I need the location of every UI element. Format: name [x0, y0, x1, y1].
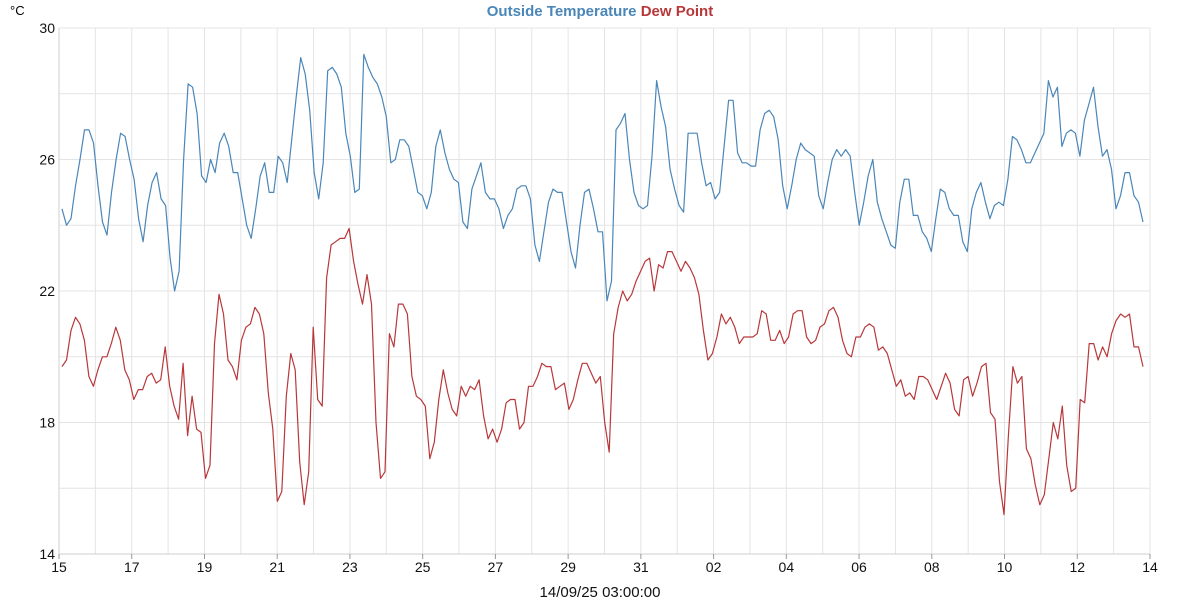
x-tick-label: 06: [851, 559, 867, 575]
x-tick-label: 29: [560, 559, 576, 575]
series-line-dew-point: [61, 227, 1144, 516]
y-tick-label: 18: [39, 415, 55, 431]
x-tick-label: 10: [997, 559, 1013, 575]
x-tick-label: 02: [706, 559, 722, 575]
x-tick-label: 12: [1069, 559, 1085, 575]
y-tick-label: 30: [39, 20, 55, 36]
x-tick-label: 25: [415, 559, 431, 575]
y-tick-label: 22: [39, 283, 55, 299]
y-axis-ticks: 30 26 22 18 14: [39, 20, 55, 562]
legend-dew-point: Dew Point: [640, 3, 714, 20]
grid: [58, 27, 1151, 555]
y-axis-unit: °C: [10, 3, 25, 18]
y-tick-label: 14: [39, 546, 55, 562]
x-tick-label: 04: [779, 559, 795, 575]
series-line-outside-temperature: [61, 53, 1144, 302]
x-tick-label: 27: [488, 559, 504, 575]
x-tick-label: 17: [124, 559, 140, 575]
chart-title: Outside Temperature Dew Point: [0, 3, 1200, 20]
x-tick-label: 23: [342, 559, 358, 575]
series-lines: [61, 53, 1144, 516]
x-tick-label: 21: [269, 559, 285, 575]
legend-outside-temperature: Outside Temperature: [486, 3, 637, 20]
x-axis-ticks: 15 17 19 21 23 25 27 29 31 02 04 06 08 10 12 14: [51, 554, 1158, 575]
x-tick-label: 31: [633, 559, 649, 575]
x-axis-label: 14/09/25 03:00:00: [539, 584, 661, 601]
x-tick-label: 08: [924, 559, 940, 575]
x-tick-label: 19: [197, 559, 213, 575]
y-tick-label: 26: [39, 152, 55, 168]
x-tick-label: 15: [51, 559, 67, 575]
x-tick-label: 14: [1142, 559, 1158, 575]
